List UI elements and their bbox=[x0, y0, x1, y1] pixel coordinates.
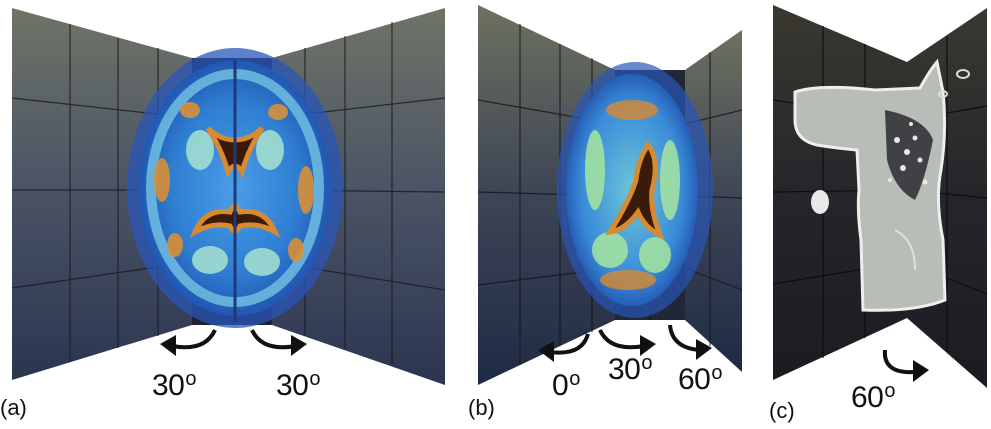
ventricle-b bbox=[605, 140, 665, 240]
ct-blob-c bbox=[811, 190, 829, 214]
panel-a-photo bbox=[11, 8, 446, 385]
panel-a-caption: (a) bbox=[0, 395, 27, 420]
panel-b-angle-30: 30o bbox=[608, 352, 652, 386]
rotation-arrows-a bbox=[171, 329, 297, 350]
arrowhead-c bbox=[913, 360, 929, 382]
panel-a: (a) 30o 30o bbox=[0, 0, 450, 429]
arrowhead-b-middle bbox=[640, 335, 656, 356]
panel-c-photo bbox=[772, 5, 988, 388]
arrowhead-a-left bbox=[160, 335, 176, 356]
panel-b-photo bbox=[477, 5, 743, 385]
arrowhead-b-right bbox=[696, 339, 712, 360]
arrowhead-a-right bbox=[291, 335, 307, 356]
panel-a-angle-right: 30o bbox=[276, 368, 320, 402]
rotation-arrows-b bbox=[549, 324, 701, 355]
panel-b: (b) 0o 30o 60o bbox=[460, 0, 760, 429]
arrowhead-b-left bbox=[538, 341, 554, 362]
wall-left-a bbox=[12, 8, 192, 380]
panel-a-angle-left: 30o bbox=[152, 368, 196, 402]
panel-c-angle-60: 60o bbox=[851, 380, 895, 414]
rotation-arrow-c bbox=[882, 349, 916, 375]
panel-b-angle-0: 0o bbox=[552, 368, 580, 402]
panel-b-angle-60: 60o bbox=[678, 362, 722, 396]
panel-b-caption: (b) bbox=[468, 395, 495, 420]
wall-right-b bbox=[685, 30, 742, 372]
panel-c-caption: (c) bbox=[769, 398, 795, 423]
panel-c: (c) 60o bbox=[765, 0, 991, 429]
